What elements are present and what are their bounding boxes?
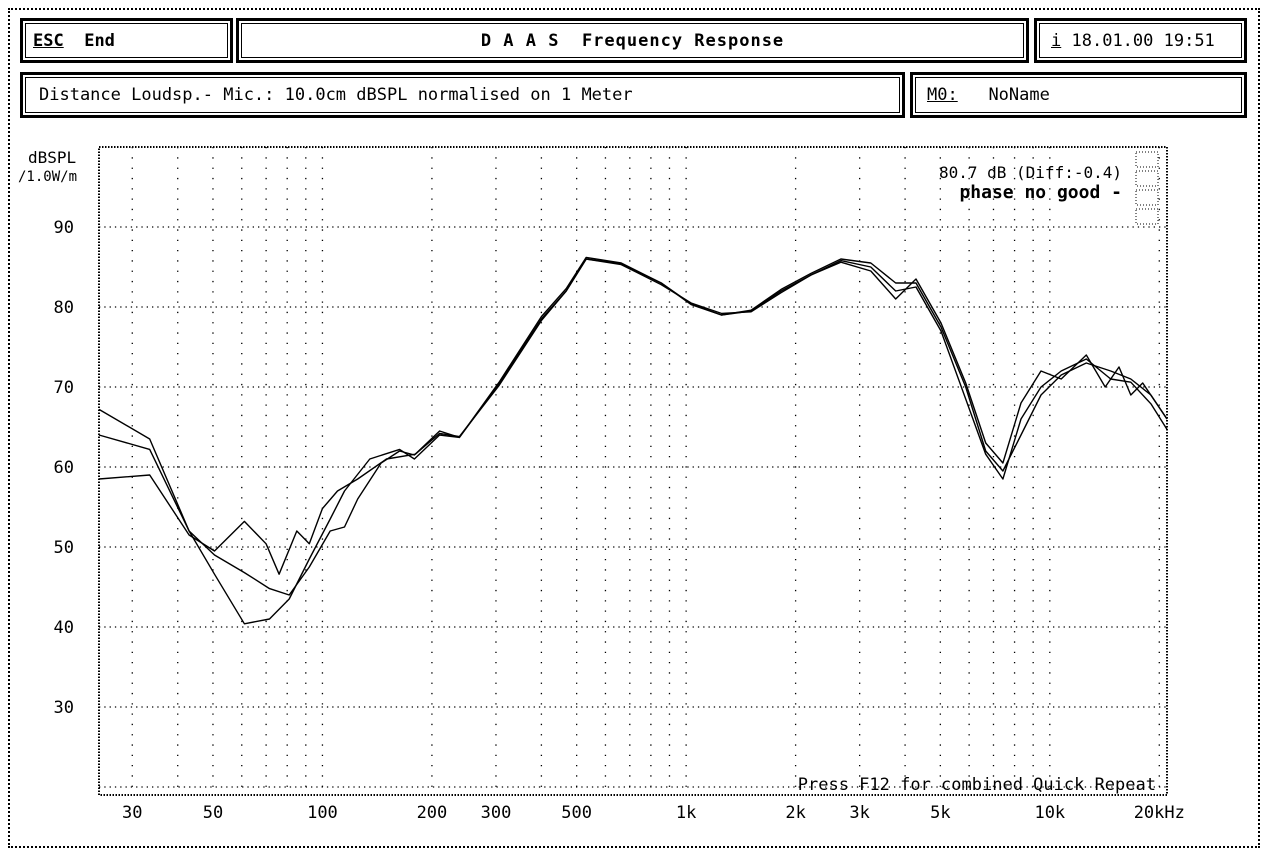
- x-tick-label: 2k: [785, 803, 805, 823]
- x-tick-label: 10k: [1034, 803, 1065, 823]
- memory-slot-indicator: [1135, 189, 1159, 206]
- y-tick-label: 70: [54, 378, 74, 398]
- x-tick-label: 100: [307, 803, 338, 823]
- esc-key: ESC: [33, 30, 64, 51]
- x-tick-label: 3k: [849, 803, 869, 823]
- memory-key: M0:: [927, 85, 958, 105]
- title-bar: D A A S Frequency Response: [236, 18, 1029, 63]
- x-tick-label: 500: [561, 803, 592, 823]
- x-tick-label: 30: [122, 803, 142, 823]
- series-line-1: [98, 258, 1168, 625]
- info-button[interactable]: i 18.01.00 19:51: [1034, 18, 1247, 63]
- memory-name: NoName: [988, 85, 1050, 105]
- info-icon: i: [1051, 30, 1062, 51]
- x-tick-label: 50: [203, 803, 223, 823]
- footer-hint: Press F12 for combined Quick Repeat: [798, 775, 1156, 795]
- y-tick-label: 90: [54, 218, 74, 238]
- x-tick-label: 5k: [930, 803, 950, 823]
- plot-frame: [98, 146, 1168, 796]
- memory-slot-indicator: [1135, 151, 1159, 168]
- phase-annotation: phase no good -: [959, 182, 1122, 203]
- y-axis-unit: /1.0W/m: [18, 169, 78, 185]
- x-tick-label: 300: [481, 803, 512, 823]
- y-axis-label: dBSPL: [28, 148, 77, 167]
- memory-slot-indicator: [1135, 208, 1159, 225]
- memory-slot-indicator: [1135, 170, 1159, 187]
- series-line-2: [98, 256, 1168, 596]
- y-tick-label: 60: [54, 458, 74, 478]
- y-tick-label: 40: [54, 618, 74, 638]
- y-tick-label: 50: [54, 538, 74, 558]
- page-title: D A A S Frequency Response: [480, 30, 785, 51]
- series-line-3: [98, 258, 1168, 575]
- distance-info-bar: Distance Loudsp.- Mic.: 10.0cm dBSPL nor…: [20, 72, 905, 118]
- distance-info: Distance Loudsp.- Mic.: 10.0cm dBSPL nor…: [39, 85, 633, 105]
- datetime: 18.01.00 19:51: [1071, 30, 1215, 51]
- y-tick-label: 30: [54, 698, 74, 718]
- level-annotation: 80.7 dB (Diff:-0.4): [939, 163, 1122, 182]
- end-label: End: [84, 30, 115, 51]
- x-tick-label: 1k: [676, 803, 696, 823]
- memory-slot[interactable]: M0: NoName: [910, 72, 1247, 118]
- esc-end-button[interactable]: ESC End: [20, 18, 233, 63]
- x-tick-label: 20kHz: [1134, 803, 1185, 823]
- y-tick-label: 80: [54, 298, 74, 318]
- window-frame: [8, 8, 1260, 848]
- x-tick-label: 200: [417, 803, 448, 823]
